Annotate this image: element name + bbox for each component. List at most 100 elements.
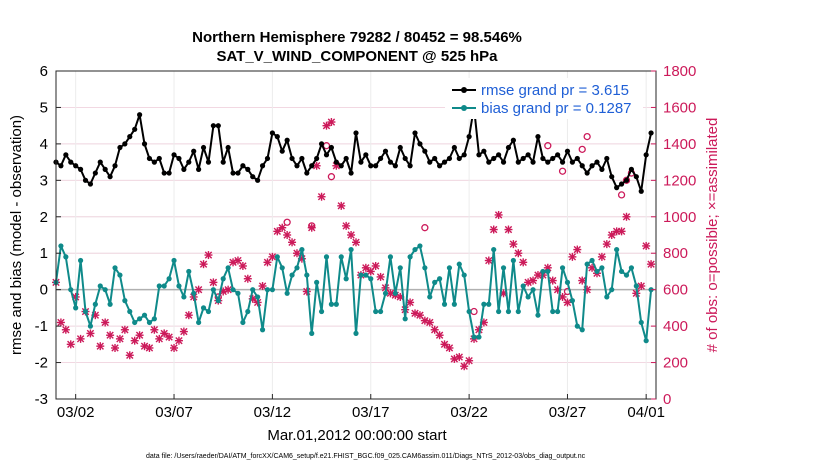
obs-assimilated-marker-1: [56, 318, 65, 327]
obs-possible-marker-1: [283, 218, 291, 226]
left-tick-label-0: -3: [35, 391, 48, 408]
rmse-point-54: [318, 141, 325, 147]
bias-point-93: [510, 257, 516, 264]
plot-frame: [55, 70, 657, 400]
obs-assimilated-marker-26: [179, 327, 188, 336]
rmse-point-52: [309, 163, 315, 169]
obs-assimilated-marker-11: [106, 331, 115, 340]
rmse-point-1: [58, 163, 64, 169]
bias-point-110: [594, 268, 600, 275]
legend-bias-marker: [461, 105, 467, 111]
obs-assimilated-marker-52: [307, 223, 316, 232]
bias-point-91: [500, 265, 507, 271]
obs-assimilated-marker-20: [150, 325, 159, 334]
rmse-point-69: [392, 163, 398, 169]
bias-point-43: [264, 287, 271, 293]
bias-point-49: [294, 265, 300, 271]
bias-point-74: [417, 243, 423, 249]
rmse-point-10: [102, 166, 108, 172]
rmse-point-98: [535, 134, 541, 140]
legend-rmse-label: rmse grand pr = 3.615: [481, 82, 629, 99]
rmse-point-102: [555, 152, 561, 158]
left-tick-label-5: 2: [40, 209, 48, 226]
obs-assimilated-marker-79: [440, 340, 449, 349]
obs-assimilated-marker-27: [184, 311, 193, 320]
rmse-point-95: [520, 155, 526, 162]
rmse-point-121: [648, 130, 654, 136]
obs-assimilated-marker-51: [302, 287, 311, 296]
rmse-point-100: [545, 159, 551, 165]
rmse-point-101: [550, 155, 556, 162]
obs-assimilated-marker-104: [563, 298, 572, 307]
obs-assimilated-marker-121: [647, 260, 656, 269]
bias-point-17: [137, 316, 143, 322]
bias-point-59: [343, 276, 349, 282]
bias-point-92: [505, 308, 512, 315]
rmse-point-115: [618, 181, 625, 187]
bias-point-97: [530, 287, 536, 293]
bias-point-75: [422, 265, 428, 271]
series-layer: [52, 96, 656, 371]
rmse-point-43: [264, 155, 271, 162]
rmse-point-15: [127, 134, 133, 140]
bias-point-118: [633, 283, 639, 289]
obs-assimilated-marker-19: [145, 343, 154, 352]
rmse-point-106: [574, 155, 580, 162]
rmse-point-107: [579, 163, 585, 169]
bias-point-81: [451, 301, 457, 307]
obs-assimilated-marker-82: [455, 353, 464, 362]
rmse-point-14: [122, 141, 128, 147]
bias-point-1: [58, 243, 64, 249]
bias-point-113: [609, 287, 615, 293]
bias-point-33: [215, 298, 221, 304]
rmse-point-118: [633, 174, 639, 180]
bias-point-16: [132, 319, 138, 326]
bias-point-120: [643, 338, 649, 344]
obs-assimilated-marker-105: [568, 252, 577, 261]
right-tick-label-5: 1000: [663, 209, 696, 226]
left-tick-label-9: 6: [40, 63, 48, 80]
bias-point-48: [289, 272, 295, 278]
rmse-point-110: [594, 159, 600, 165]
obs-assimilated-marker-80: [445, 343, 454, 352]
obs-assimilated-marker-23: [165, 333, 174, 342]
obs-assimilated-marker-29: [194, 285, 203, 294]
obs-assimilated-marker-101: [548, 276, 557, 285]
rmse-point-70: [397, 144, 403, 151]
bias-point-14: [122, 298, 128, 304]
x-tick-label-2: 03/12: [254, 404, 292, 421]
bias-point-114: [614, 246, 620, 253]
obs-assimilated-marker-88: [484, 256, 493, 265]
rmse-point-46: [279, 148, 285, 154]
bias-point-85: [471, 334, 477, 340]
rmse-point-40: [250, 174, 256, 180]
bias-point-24: [171, 257, 177, 264]
obs-assimilated-marker-112: [602, 240, 611, 249]
rmse-point-104: [564, 148, 571, 154]
left-tick-label-1: -2: [35, 355, 48, 372]
legend-box: [445, 78, 643, 119]
bias-point-5: [77, 257, 84, 264]
obs-possible-marker-13: [622, 176, 631, 184]
obs-assimilated-marker-14: [120, 325, 129, 334]
bias-point-106: [574, 323, 580, 329]
bias-point-115: [618, 268, 625, 275]
obs-assimilated-marker-63: [361, 263, 370, 272]
bias-point-13: [117, 272, 123, 278]
bias-point-80: [446, 265, 453, 271]
obs-assimilated-marker-54: [317, 192, 326, 201]
rmse-point-58: [338, 163, 344, 169]
obs-assimilated-marker-3: [66, 340, 75, 349]
bias-point-104: [564, 279, 571, 285]
bias-point-2: [63, 254, 69, 260]
rmse-point-12: [112, 163, 118, 169]
bias-point-6: [82, 308, 89, 315]
obs-possible-marker-8: [558, 167, 567, 175]
left-tick-label-3: 0: [40, 282, 48, 299]
obs-assimilated-marker-2: [61, 325, 70, 334]
bias-point-107: [579, 327, 585, 333]
rmse-point-94: [515, 159, 521, 165]
bias-point-20: [151, 316, 157, 322]
bias-point-19: [146, 319, 153, 326]
rmse-point-87: [481, 148, 487, 154]
